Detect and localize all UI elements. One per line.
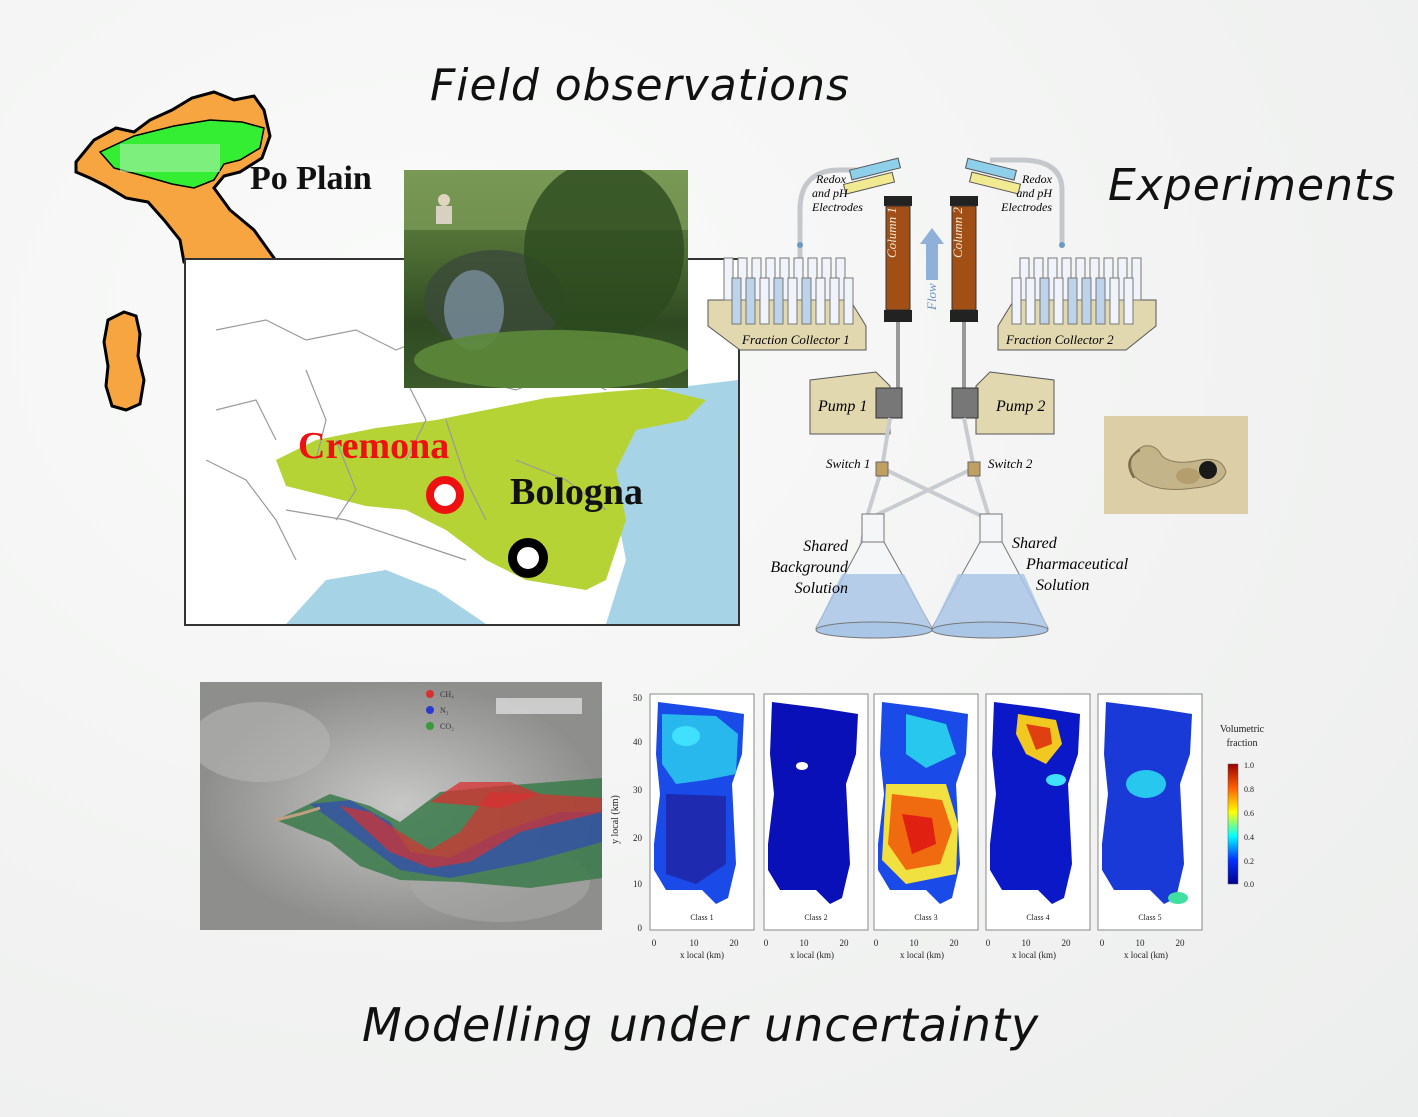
x-axis-label: x local (km) — [900, 950, 944, 960]
fraction-collector-1-label: Fraction Collector 1 — [742, 332, 850, 347]
x-tick: 0 — [874, 938, 879, 948]
colorbar-tick: 0.0 — [1244, 880, 1254, 889]
x-tick: 20 — [1062, 938, 1072, 948]
y-tick-50: 50 — [633, 693, 643, 703]
background-solution-label: Shared Background Solution — [770, 538, 848, 597]
fraction-collector-2-label: Fraction Collector 2 — [1006, 332, 1114, 347]
cremona-label: Cremona — [298, 425, 450, 467]
colorbar — [1227, 763, 1239, 885]
bologna-label: Bologna — [510, 471, 644, 513]
panel-label-class-2: Class 2 — [804, 913, 827, 922]
legend-marker-n2 — [426, 706, 434, 714]
switch-2-valve — [967, 461, 981, 477]
flow-arrow — [920, 228, 944, 280]
italy-outline-map — [74, 90, 277, 412]
map-panel-class-3 — [878, 702, 968, 904]
map-panel-class-4 — [990, 702, 1080, 904]
pump-1-label: Pump 1 — [818, 398, 868, 415]
column-1 — [884, 196, 912, 390]
column-2 — [950, 196, 978, 390]
colorbar-tick: 0.8 — [1244, 785, 1254, 794]
y-tick-0: 0 — [638, 923, 643, 933]
sea-adriatic — [606, 380, 738, 624]
switch-1-label: Switch 1 — [826, 456, 871, 471]
legend-label-ch4: CH₄ — [440, 690, 454, 699]
map-panel-class-2 — [768, 702, 858, 904]
fraction-collector-2 — [997, 257, 1157, 351]
panel-label-class-1: Class 1 — [690, 913, 713, 922]
x-axis-label: x local (km) — [790, 950, 834, 960]
colorbar-title-line1: Volumetric — [1220, 724, 1265, 735]
volumetric-fraction-maps: 50 40 30 20 10 0 y local (km) — [610, 693, 1265, 960]
flask-pharmaceutical-solution — [931, 513, 1049, 639]
map-panel-class-1 — [654, 702, 744, 904]
x-tick: 0 — [1100, 938, 1105, 948]
electrode-left — [842, 157, 902, 195]
colorbar-tick: 0.4 — [1244, 833, 1254, 842]
pump-2 — [951, 371, 1055, 435]
electrode-right — [964, 157, 1022, 195]
flask-background-solution — [815, 513, 933, 639]
heading-field-observations: Field observations — [430, 60, 850, 111]
legend-marker-ch4 — [426, 690, 434, 698]
x-tick: 0 — [986, 938, 991, 948]
pump-1 — [809, 371, 903, 435]
x-tick: 20 — [730, 938, 740, 948]
column-2-label: Column 2 — [950, 207, 965, 258]
x-tick: 0 — [764, 938, 769, 948]
sardinia — [102, 310, 146, 412]
pump-2-label: Pump 2 — [996, 398, 1046, 415]
heading-experiments: Experiments — [1108, 160, 1397, 211]
field-site-photo — [404, 170, 688, 388]
heading-modelling: Modelling under uncertainty — [362, 998, 1040, 1052]
bologna-marker — [508, 538, 548, 578]
y-tick-10: 10 — [633, 879, 643, 889]
gas-plume-simulation-image: CH₄ N₂ CO₂ — [200, 682, 602, 930]
x-tick: 20 — [840, 938, 850, 948]
switch-2-label: Switch 2 — [988, 456, 1033, 471]
x-tick: 20 — [950, 938, 960, 948]
cremona-marker — [426, 476, 464, 514]
pharmaceutical-solution-label: Shared Pharmaceutical Solution — [1012, 535, 1129, 594]
legend-label-co2: CO₂ — [440, 722, 454, 731]
colorbar-title-line2: fraction — [1226, 738, 1257, 749]
map-panel-class-5 — [1102, 702, 1192, 904]
colorbar-tick: 1.0 — [1244, 761, 1254, 770]
legend-label-n2: N₂ — [440, 706, 449, 715]
x-tick: 10 — [1022, 938, 1032, 948]
x-axis-label: x local (km) — [1012, 950, 1056, 960]
x-tick: 20 — [1176, 938, 1186, 948]
sim-scale-bar — [496, 698, 582, 714]
fraction-collector-1 — [707, 257, 867, 351]
flow-label: Flow — [924, 283, 939, 310]
column-experiment-schematic — [707, 157, 1157, 639]
x-tick: 10 — [690, 938, 700, 948]
y-axis-label: y local (km) — [610, 795, 621, 844]
po-valley-area — [276, 388, 706, 590]
legend-marker-co2 — [426, 722, 434, 730]
x-tick: 0 — [652, 938, 657, 948]
x-tick: 10 — [910, 938, 920, 948]
column-1-label: Column 1 — [884, 207, 899, 258]
po-plain-label: Po Plain — [250, 160, 372, 197]
switch-1-valve — [875, 461, 889, 477]
y-tick-40: 40 — [633, 737, 643, 747]
y-tick-30: 30 — [633, 785, 643, 795]
panel-label-class-5: Class 5 — [1138, 913, 1161, 922]
x-axis-label: x local (km) — [680, 950, 724, 960]
electrodes-2-label: Redox and pH Electrodes — [1001, 172, 1052, 214]
x-tick: 10 — [800, 938, 810, 948]
y-tick-20: 20 — [633, 833, 643, 843]
panel-label-class-4: Class 4 — [1026, 913, 1049, 922]
sea-ligurian — [286, 570, 486, 624]
colorbar-tick: 0.6 — [1244, 809, 1254, 818]
x-axis-label: x local (km) — [1124, 950, 1168, 960]
x-tick: 10 — [1136, 938, 1146, 948]
colorbar-tick: 0.2 — [1244, 857, 1254, 866]
panel-label-class-3: Class 3 — [914, 913, 937, 922]
zebrafish-embryo-photo — [1104, 416, 1248, 514]
electrodes-1-label: Redox and pH Electrodes — [812, 172, 863, 214]
